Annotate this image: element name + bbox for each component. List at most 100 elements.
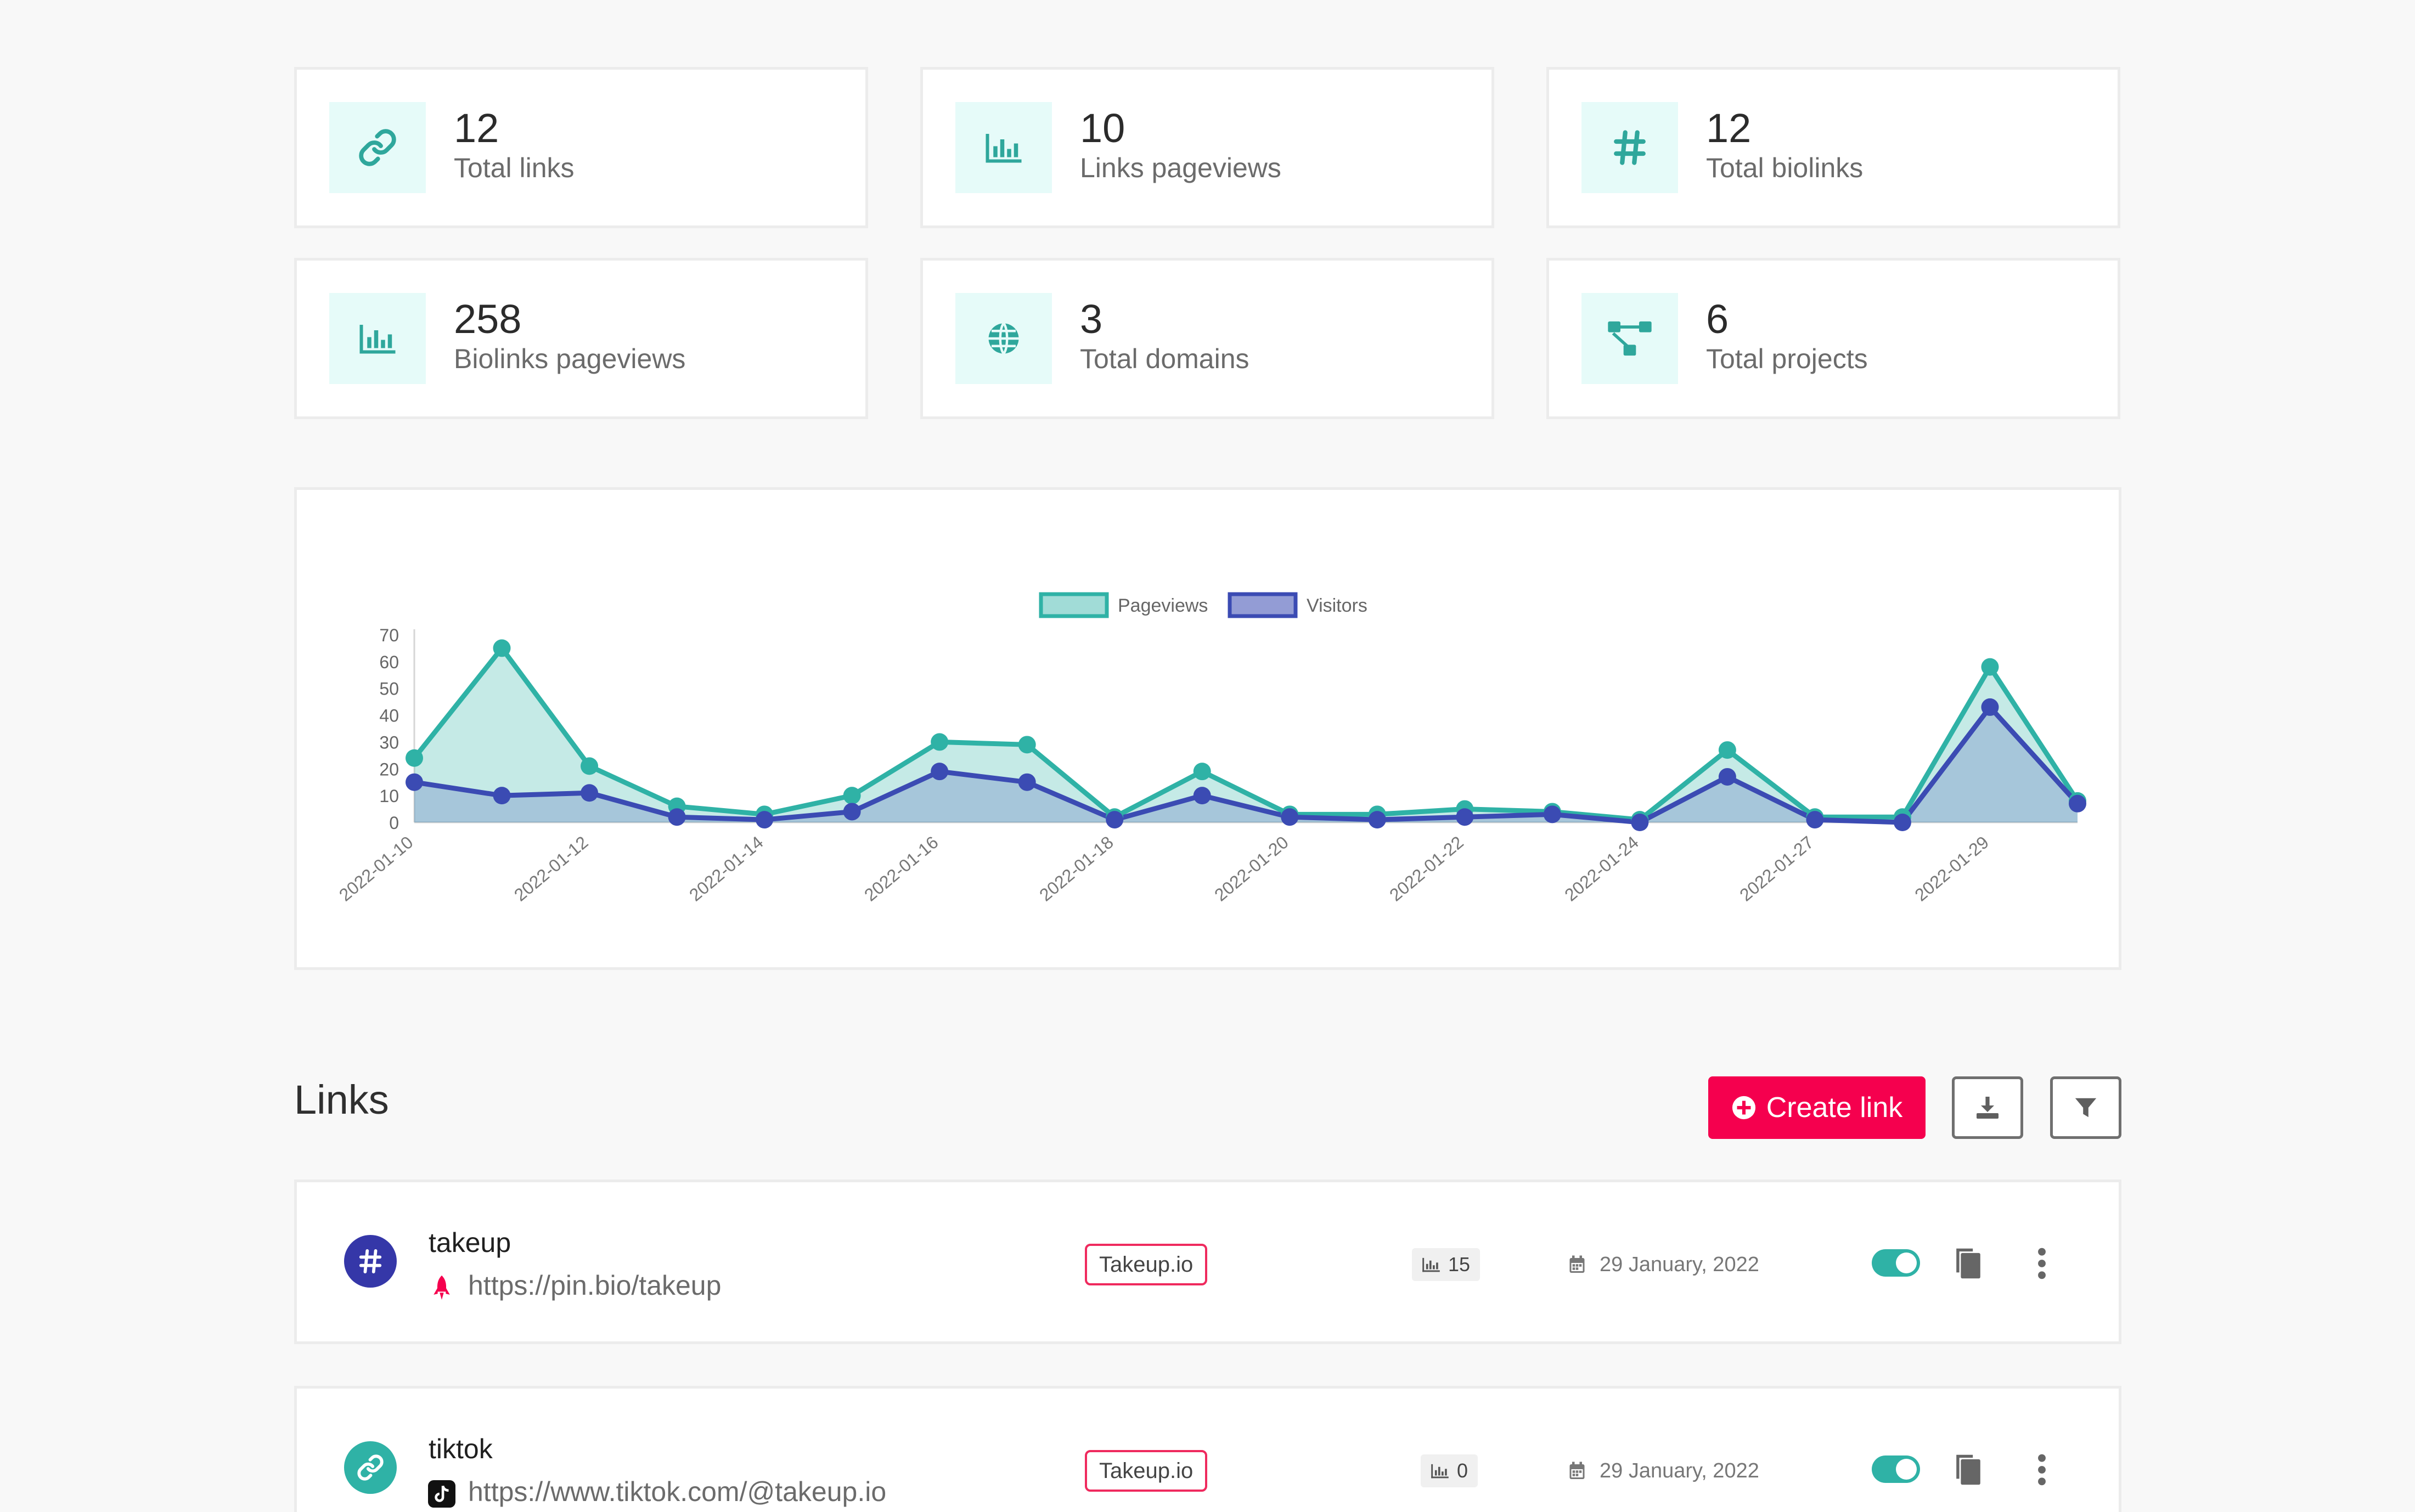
data-point-visitors bbox=[1106, 811, 1124, 829]
link-icon bbox=[329, 102, 426, 193]
filter-icon bbox=[2075, 1098, 2097, 1118]
x-tick-label: 2022-01-27 bbox=[1736, 832, 1817, 905]
link-url[interactable]: https://pin.bio/takeup bbox=[468, 1270, 722, 1301]
more-options-icon[interactable] bbox=[2031, 1246, 2053, 1281]
x-tick-label: 2022-01-20 bbox=[1211, 832, 1292, 905]
links-section-title: Links bbox=[294, 1077, 389, 1122]
pageviews-chart: 0 10 20 30 40 50 60 70 2022-01-10 2022-01-12 2022-… bbox=[294, 487, 2121, 970]
link-status-toggle[interactable] bbox=[1872, 1249, 1920, 1277]
copy-icon[interactable] bbox=[1953, 1453, 1984, 1486]
x-tick-label: 2022-01-10 bbox=[335, 832, 417, 905]
copy-icon[interactable] bbox=[1953, 1247, 1984, 1280]
create-link-label: Create link bbox=[1766, 1092, 1903, 1124]
y-tick-label: 60 bbox=[379, 652, 399, 672]
x-tick-label: 2022-01-12 bbox=[510, 832, 592, 905]
pageviews-badge[interactable]: 15 bbox=[1412, 1248, 1480, 1281]
legend-swatch bbox=[1228, 592, 1298, 618]
data-point-visitors bbox=[1981, 698, 1999, 716]
calendar-icon bbox=[1569, 1462, 1585, 1479]
chart-canvas: 0 10 20 30 40 50 60 70 2022-01-10 2022-01-12 2022-… bbox=[335, 592, 2086, 905]
pageviews-count: 15 bbox=[1448, 1253, 1471, 1276]
project-diagram-icon bbox=[1581, 293, 1678, 384]
stat-label: Total domains bbox=[1080, 343, 1249, 374]
link-url[interactable]: https://www.tiktok.com/@takeup.io bbox=[468, 1476, 887, 1507]
link-row[interactable]: tiktok https://www.tiktok.com/@takeup.io… bbox=[294, 1386, 2121, 1512]
stat-card-links-pageviews: 10 Links pageviews bbox=[920, 67, 1494, 228]
download-icon bbox=[1977, 1097, 1999, 1119]
link-name[interactable]: tiktok bbox=[429, 1434, 493, 1464]
plus-circle-icon bbox=[1732, 1096, 1755, 1120]
stat-value: 12 bbox=[454, 105, 499, 151]
stat-label: Total links bbox=[454, 153, 575, 183]
bar-chart-icon bbox=[1431, 1464, 1449, 1479]
stat-value: 6 bbox=[1706, 296, 1729, 342]
series-line-visitors bbox=[414, 704, 2080, 825]
link-date: 29 January, 2022 bbox=[1569, 1247, 1759, 1282]
data-point-visitors bbox=[1893, 814, 1911, 831]
link-icon bbox=[357, 1454, 384, 1481]
y-tick-label: 20 bbox=[379, 759, 399, 779]
stat-card-total-domains: 3 Total domains bbox=[920, 258, 1494, 419]
link-row[interactable]: takeup https://pin.bio/takeup Takeup.io … bbox=[294, 1180, 2121, 1344]
x-tick-label: 2022-01-16 bbox=[860, 832, 942, 905]
stat-value: 12 bbox=[1706, 105, 1752, 151]
hashtag-icon bbox=[359, 1249, 382, 1274]
x-tick-label: 2022-01-14 bbox=[685, 832, 767, 905]
link-avatar bbox=[344, 1441, 397, 1494]
domain-badge: Takeup.io bbox=[1085, 1244, 1208, 1285]
series-area-pageviews bbox=[414, 648, 2078, 822]
y-tick-label: 0 bbox=[389, 813, 399, 833]
bar-chart-icon bbox=[329, 293, 426, 384]
y-tick-label: 40 bbox=[379, 706, 399, 726]
data-point-pageviews bbox=[581, 757, 599, 775]
data-point-pageviews bbox=[931, 733, 949, 751]
stat-card-total-projects: 6 Total projects bbox=[1546, 258, 2120, 419]
data-point-pageviews bbox=[1718, 741, 1736, 759]
bar-chart-icon bbox=[1422, 1257, 1440, 1272]
link-status-toggle[interactable] bbox=[1872, 1455, 1920, 1483]
bar-chart-icon bbox=[955, 102, 1052, 193]
tiktok-icon bbox=[427, 1480, 456, 1508]
stat-card-biolinks-pageviews: 258 Biolinks pageviews bbox=[294, 258, 868, 419]
y-tick-label: 50 bbox=[379, 679, 399, 699]
data-point-visitors bbox=[493, 787, 511, 805]
link-date: 29 January, 2022 bbox=[1569, 1453, 1759, 1488]
toggle-knob bbox=[1896, 1459, 1917, 1480]
data-point-visitors bbox=[2069, 794, 2086, 813]
data-point-visitors bbox=[756, 811, 774, 829]
hashtag-icon bbox=[1581, 102, 1678, 193]
legend-label: Visitors bbox=[1307, 595, 1367, 616]
x-tick-label: 2022-01-24 bbox=[1561, 832, 1642, 905]
stat-label: Links pageviews bbox=[1080, 153, 1281, 183]
stat-value: 10 bbox=[1080, 105, 1125, 151]
data-point-visitors bbox=[1456, 808, 1474, 826]
data-point-visitors bbox=[1543, 805, 1561, 823]
stat-label: Biolinks pageviews bbox=[454, 343, 686, 374]
data-point-visitors bbox=[1018, 773, 1036, 791]
data-point-pageviews bbox=[843, 787, 861, 805]
data-point-visitors bbox=[1718, 768, 1736, 786]
legend-label: Pageviews bbox=[1118, 595, 1208, 616]
data-point-pageviews bbox=[493, 639, 511, 657]
create-link-button[interactable]: Create link bbox=[1708, 1076, 1926, 1139]
series-line-pageviews bbox=[412, 645, 2080, 822]
data-point-visitors bbox=[581, 784, 599, 802]
data-point-visitors bbox=[843, 803, 861, 821]
link-name[interactable]: takeup bbox=[429, 1227, 511, 1258]
data-point-visitors bbox=[1193, 787, 1211, 805]
rocket-icon bbox=[427, 1273, 456, 1302]
filter-button[interactable] bbox=[2050, 1076, 2121, 1139]
data-point-pageviews bbox=[1018, 736, 1036, 754]
stat-card-total-biolinks: 12 Total biolinks bbox=[1546, 67, 2120, 228]
data-point-pageviews bbox=[1981, 658, 1999, 676]
data-point-pageviews bbox=[1193, 763, 1211, 781]
x-tick-label: 2022-01-22 bbox=[1386, 832, 1467, 905]
more-options-icon[interactable] bbox=[2031, 1452, 2053, 1487]
export-button[interactable] bbox=[1952, 1076, 2023, 1139]
y-tick-label: 70 bbox=[379, 625, 399, 645]
x-tick-label: 2022-01-29 bbox=[1911, 832, 1992, 905]
link-date-text: 29 January, 2022 bbox=[1600, 1459, 1759, 1482]
domain-badge: Takeup.io bbox=[1085, 1450, 1208, 1492]
stat-value: 258 bbox=[454, 296, 522, 342]
pageviews-badge[interactable]: 0 bbox=[1421, 1454, 1478, 1487]
